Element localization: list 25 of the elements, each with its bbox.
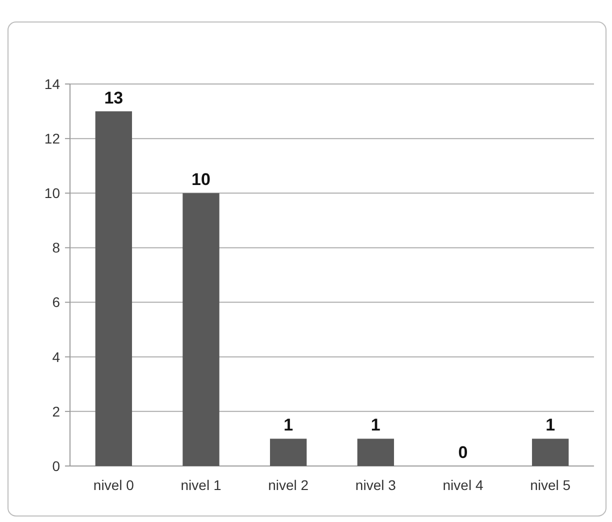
y-tick-label: 4: [52, 348, 60, 365]
x-tick-label: nivel 2: [268, 477, 309, 493]
y-tick-label: 6: [52, 294, 60, 310]
y-tick-label: 14: [44, 76, 60, 92]
x-tick-label: nivel 5: [530, 477, 571, 493]
data-label: 1: [370, 416, 380, 435]
data-label: 13: [104, 88, 124, 108]
y-tick-label: 0: [52, 458, 60, 474]
data-label: 1: [546, 416, 556, 435]
bar: [95, 111, 132, 466]
bar: [357, 438, 394, 466]
bar: [182, 193, 220, 466]
x-tick-label: nivel 0: [93, 477, 134, 493]
y-tick-label: 12: [44, 130, 60, 146]
x-tick-label: nivel 4: [442, 477, 484, 493]
data-label: 10: [192, 170, 210, 190]
x-tick-label: nivel 3: [355, 477, 396, 493]
data-label: 1: [284, 416, 294, 435]
bar: [270, 438, 307, 466]
y-tick-label: 2: [52, 403, 60, 420]
y-tick-label: 8: [52, 240, 60, 256]
x-tick-label: nivel 1: [180, 477, 222, 493]
y-tick-label: 10: [44, 185, 60, 202]
data-label: 0: [458, 443, 468, 462]
bar: [532, 438, 569, 466]
